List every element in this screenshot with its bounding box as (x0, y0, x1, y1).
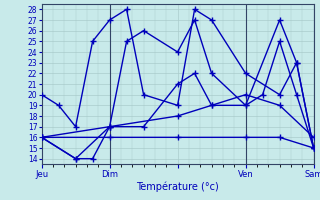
X-axis label: Température (°c): Température (°c) (136, 181, 219, 192)
